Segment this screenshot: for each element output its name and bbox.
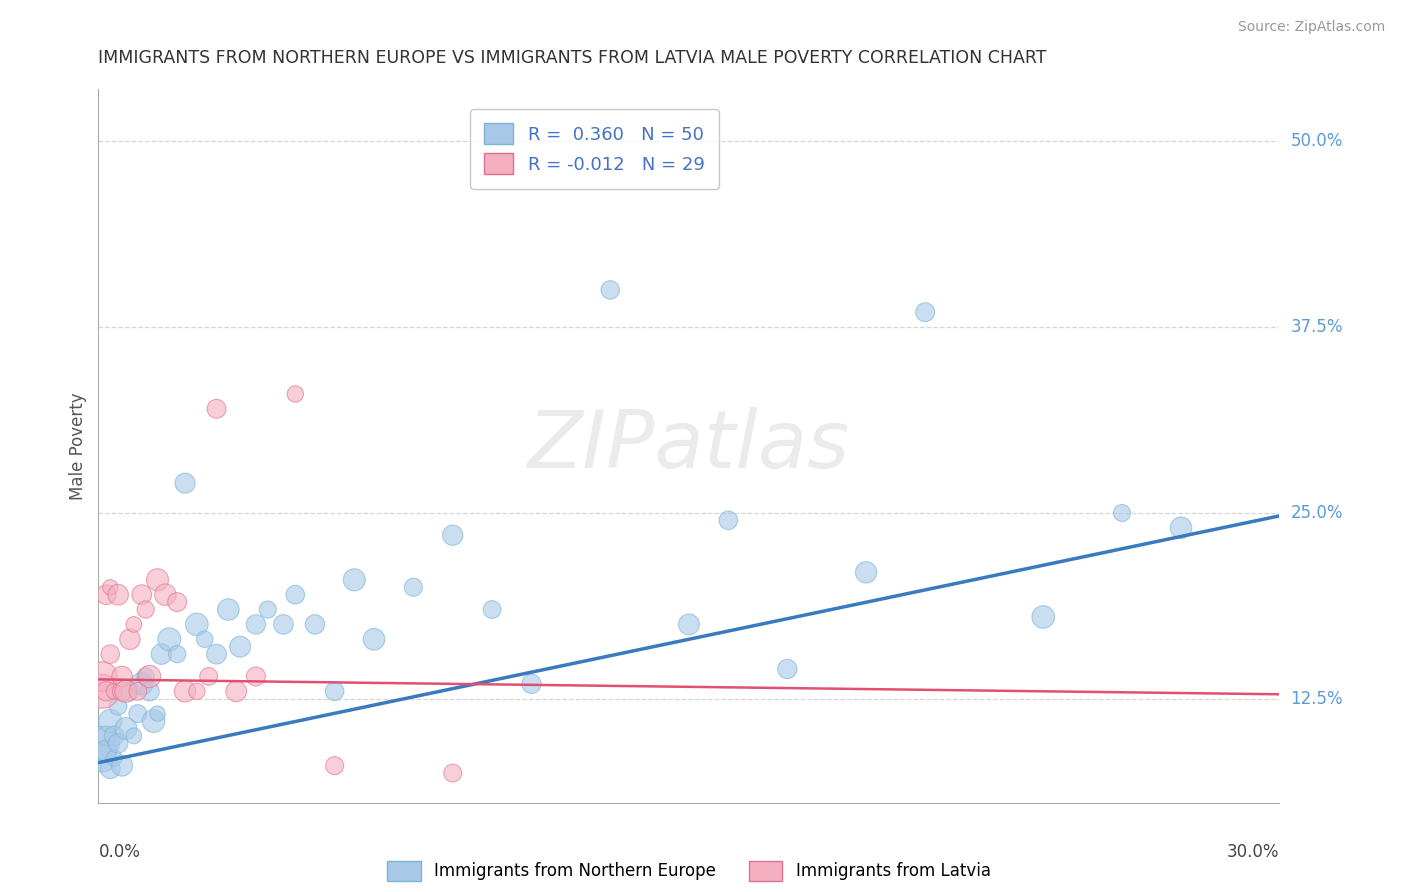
Text: 25.0%: 25.0%	[1291, 504, 1343, 522]
Point	[115, 722, 138, 736]
Point	[166, 595, 188, 609]
Point	[678, 617, 700, 632]
Point	[245, 617, 267, 632]
Point	[107, 699, 129, 714]
Point	[323, 758, 346, 772]
Point	[135, 669, 157, 683]
Point	[304, 617, 326, 632]
Point	[111, 669, 134, 683]
Point	[717, 513, 740, 527]
Point	[142, 714, 165, 728]
Point	[855, 566, 877, 580]
Point	[91, 736, 114, 750]
Point	[127, 684, 149, 698]
Point	[284, 387, 307, 401]
Point	[103, 729, 125, 743]
Point	[103, 684, 125, 698]
Text: 50.0%: 50.0%	[1291, 132, 1343, 150]
Point	[174, 476, 197, 491]
Point	[127, 706, 149, 721]
Point	[96, 684, 118, 698]
Point	[197, 669, 219, 683]
Point	[98, 647, 121, 661]
Point	[186, 617, 208, 632]
Point	[118, 632, 141, 647]
Point	[402, 580, 425, 594]
Point	[96, 744, 118, 758]
Point	[157, 632, 180, 647]
Point	[111, 684, 134, 698]
Point	[599, 283, 621, 297]
Point	[217, 602, 239, 616]
Point	[194, 632, 217, 647]
Point	[131, 677, 153, 691]
Legend: R =  0.360   N = 50, R = -0.012   N = 29: R = 0.360 N = 50, R = -0.012 N = 29	[470, 109, 718, 188]
Point	[98, 580, 121, 594]
Point	[205, 401, 228, 416]
Point	[225, 684, 247, 698]
Point	[284, 588, 307, 602]
Point	[111, 758, 134, 772]
Point	[776, 662, 799, 676]
Point	[91, 751, 114, 765]
Text: 30.0%: 30.0%	[1227, 843, 1279, 861]
Point	[363, 632, 385, 647]
Point	[174, 684, 197, 698]
Point	[107, 588, 129, 602]
Point	[96, 588, 118, 602]
Point	[256, 602, 278, 616]
Point	[520, 677, 543, 691]
Point	[273, 617, 295, 632]
Point	[131, 588, 153, 602]
Point	[229, 640, 252, 654]
Point	[138, 684, 160, 698]
Point	[138, 669, 160, 683]
Point	[1170, 521, 1192, 535]
Point	[122, 729, 145, 743]
Point	[245, 669, 267, 683]
Point	[1111, 506, 1133, 520]
Point	[96, 729, 118, 743]
Point	[122, 617, 145, 632]
Point	[98, 714, 121, 728]
Point	[118, 684, 141, 698]
Point	[98, 762, 121, 776]
Point	[441, 766, 464, 780]
Point	[166, 647, 188, 661]
Point	[103, 751, 125, 765]
Text: Source: ZipAtlas.com: Source: ZipAtlas.com	[1237, 20, 1385, 34]
Point	[135, 602, 157, 616]
Point	[150, 647, 173, 661]
Point	[91, 684, 114, 698]
Y-axis label: Male Poverty: Male Poverty	[69, 392, 87, 500]
Text: IMMIGRANTS FROM NORTHERN EUROPE VS IMMIGRANTS FROM LATVIA MALE POVERTY CORRELATI: IMMIGRANTS FROM NORTHERN EUROPE VS IMMIG…	[98, 49, 1047, 67]
Point	[441, 528, 464, 542]
Point	[914, 305, 936, 319]
Point	[155, 588, 177, 602]
Text: 12.5%: 12.5%	[1291, 690, 1343, 707]
Point	[186, 684, 208, 698]
Point	[205, 647, 228, 661]
Point	[146, 573, 169, 587]
Point	[481, 602, 503, 616]
Point	[146, 706, 169, 721]
Point	[323, 684, 346, 698]
Text: 37.5%: 37.5%	[1291, 318, 1343, 336]
Point	[91, 669, 114, 683]
Point	[107, 736, 129, 750]
Point	[343, 573, 366, 587]
Point	[115, 684, 138, 698]
Point	[1032, 610, 1054, 624]
Text: 0.0%: 0.0%	[98, 843, 141, 861]
Text: ZIPatlas: ZIPatlas	[527, 407, 851, 485]
